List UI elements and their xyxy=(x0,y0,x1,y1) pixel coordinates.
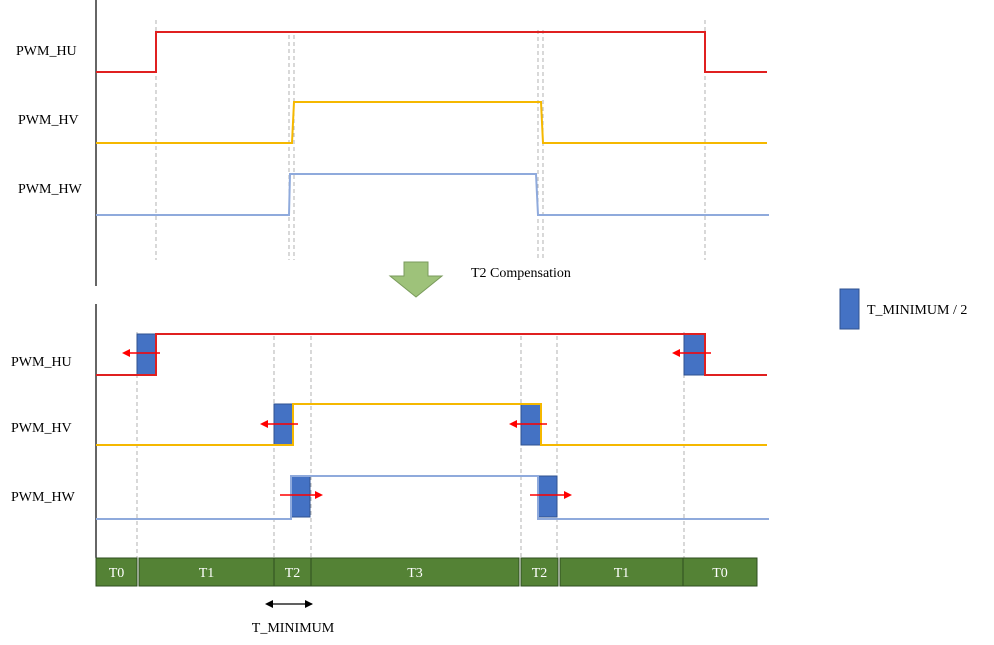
segment-label: T0 xyxy=(712,566,728,581)
top-waveform-hu xyxy=(96,31,767,73)
top-label-hu: PWM_HU xyxy=(16,44,77,59)
top-waveform-hv xyxy=(96,101,767,144)
bottom-label-hv: PWM_HV xyxy=(11,421,72,436)
top-label-hw: PWM_HW xyxy=(18,182,83,197)
shift-arrows xyxy=(122,349,711,499)
timeline-segment: T2 xyxy=(520,557,559,587)
timeline-segment: T2 xyxy=(273,557,312,587)
compensation-blocks xyxy=(136,333,706,518)
timeline-segment: T1 xyxy=(138,557,275,587)
timeline-segment: T0 xyxy=(95,557,138,587)
segment-label: T0 xyxy=(109,566,125,581)
segment-label: T2 xyxy=(532,566,548,581)
segment-label: T1 xyxy=(199,566,215,581)
segment-label: T3 xyxy=(407,566,423,581)
top-guide-lines xyxy=(155,20,706,260)
transition: T2 Compensation xyxy=(388,261,571,298)
compensation-block xyxy=(537,475,558,518)
transition-label: T2 Compensation xyxy=(471,266,571,281)
legend: T_MINIMUM / 2 xyxy=(839,288,967,330)
segment-label: T2 xyxy=(285,566,301,581)
timeline-segment: T0 xyxy=(682,557,758,587)
bottom-waveform-hu xyxy=(96,333,767,376)
bottom-label-hw: PWM_HW xyxy=(11,490,76,505)
legend-label: T_MINIMUM / 2 xyxy=(867,303,967,318)
compensation-block xyxy=(290,475,311,518)
timeline-bar: T0 T1 T2 T3 T2 T1 T0 xyxy=(95,557,758,587)
top-label-hv: PWM_HV xyxy=(18,113,79,128)
down-arrow-icon xyxy=(388,261,444,298)
bottom-waveform-hw xyxy=(96,475,769,520)
compensation-block xyxy=(683,333,706,376)
bottom-waveform-hv xyxy=(96,403,767,446)
legend-swatch xyxy=(839,288,860,330)
t-minimum-label: T_MINIMUM xyxy=(252,621,335,636)
t-minimum-annotation: T_MINIMUM xyxy=(252,600,335,636)
top-panel: PWM_HU PWM_HV PWM_HW xyxy=(16,0,769,286)
segment-label: T1 xyxy=(614,566,630,581)
bottom-label-hu: PWM_HU xyxy=(11,355,72,370)
top-waveform-hw xyxy=(96,173,769,216)
timeline-segment: T3 xyxy=(310,557,520,587)
timeline-segment: T1 xyxy=(559,557,684,587)
bottom-panel: PWM_HU PWM_HV PWM_HW xyxy=(11,304,769,558)
compensation-block xyxy=(136,333,157,376)
